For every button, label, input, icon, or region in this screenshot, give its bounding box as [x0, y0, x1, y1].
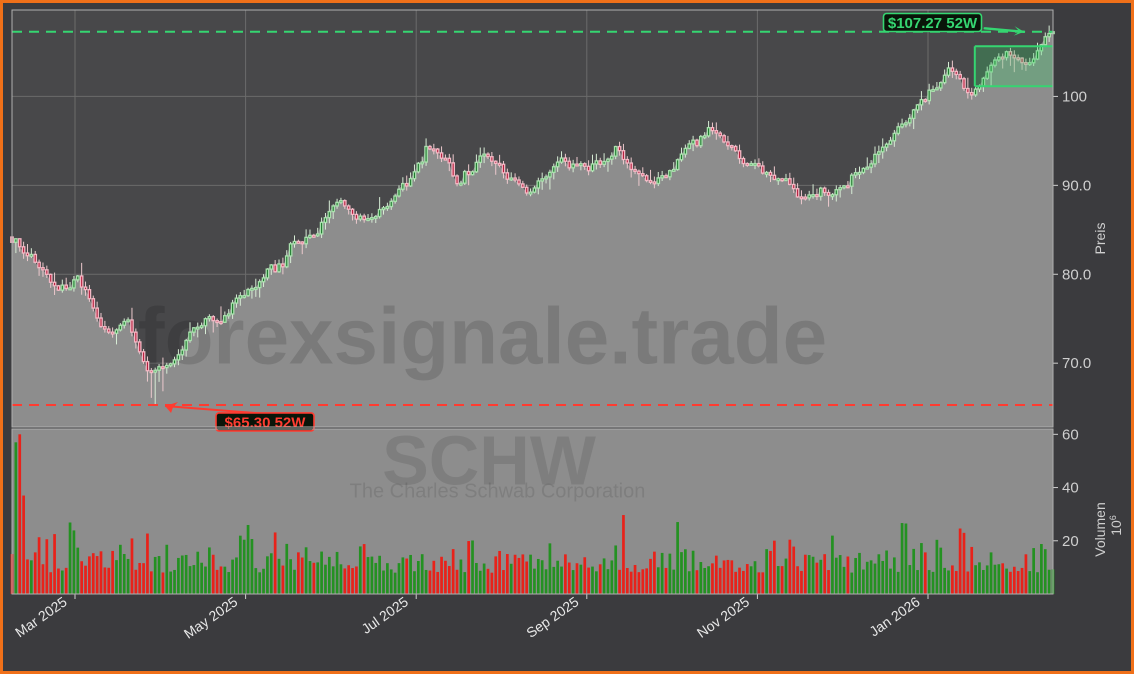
svg-text:forexsignale.trade: forexsignale.trade — [138, 291, 827, 380]
svg-text:The Charles Schwab Corporation: The Charles Schwab Corporation — [350, 481, 646, 503]
svg-text:100: 100 — [1062, 88, 1087, 105]
svg-text:$107.27 52W: $107.27 52W — [888, 15, 978, 32]
svg-text:90.0: 90.0 — [1062, 177, 1091, 194]
svg-text:Preis: Preis — [1092, 223, 1108, 255]
svg-text:60: 60 — [1062, 426, 1079, 443]
svg-text:Volumen: Volumen — [1092, 502, 1108, 556]
svg-text:20: 20 — [1062, 533, 1079, 550]
svg-text:40: 40 — [1062, 480, 1079, 497]
svg-text:70.0: 70.0 — [1062, 355, 1091, 372]
svg-text:80.0: 80.0 — [1062, 266, 1091, 283]
